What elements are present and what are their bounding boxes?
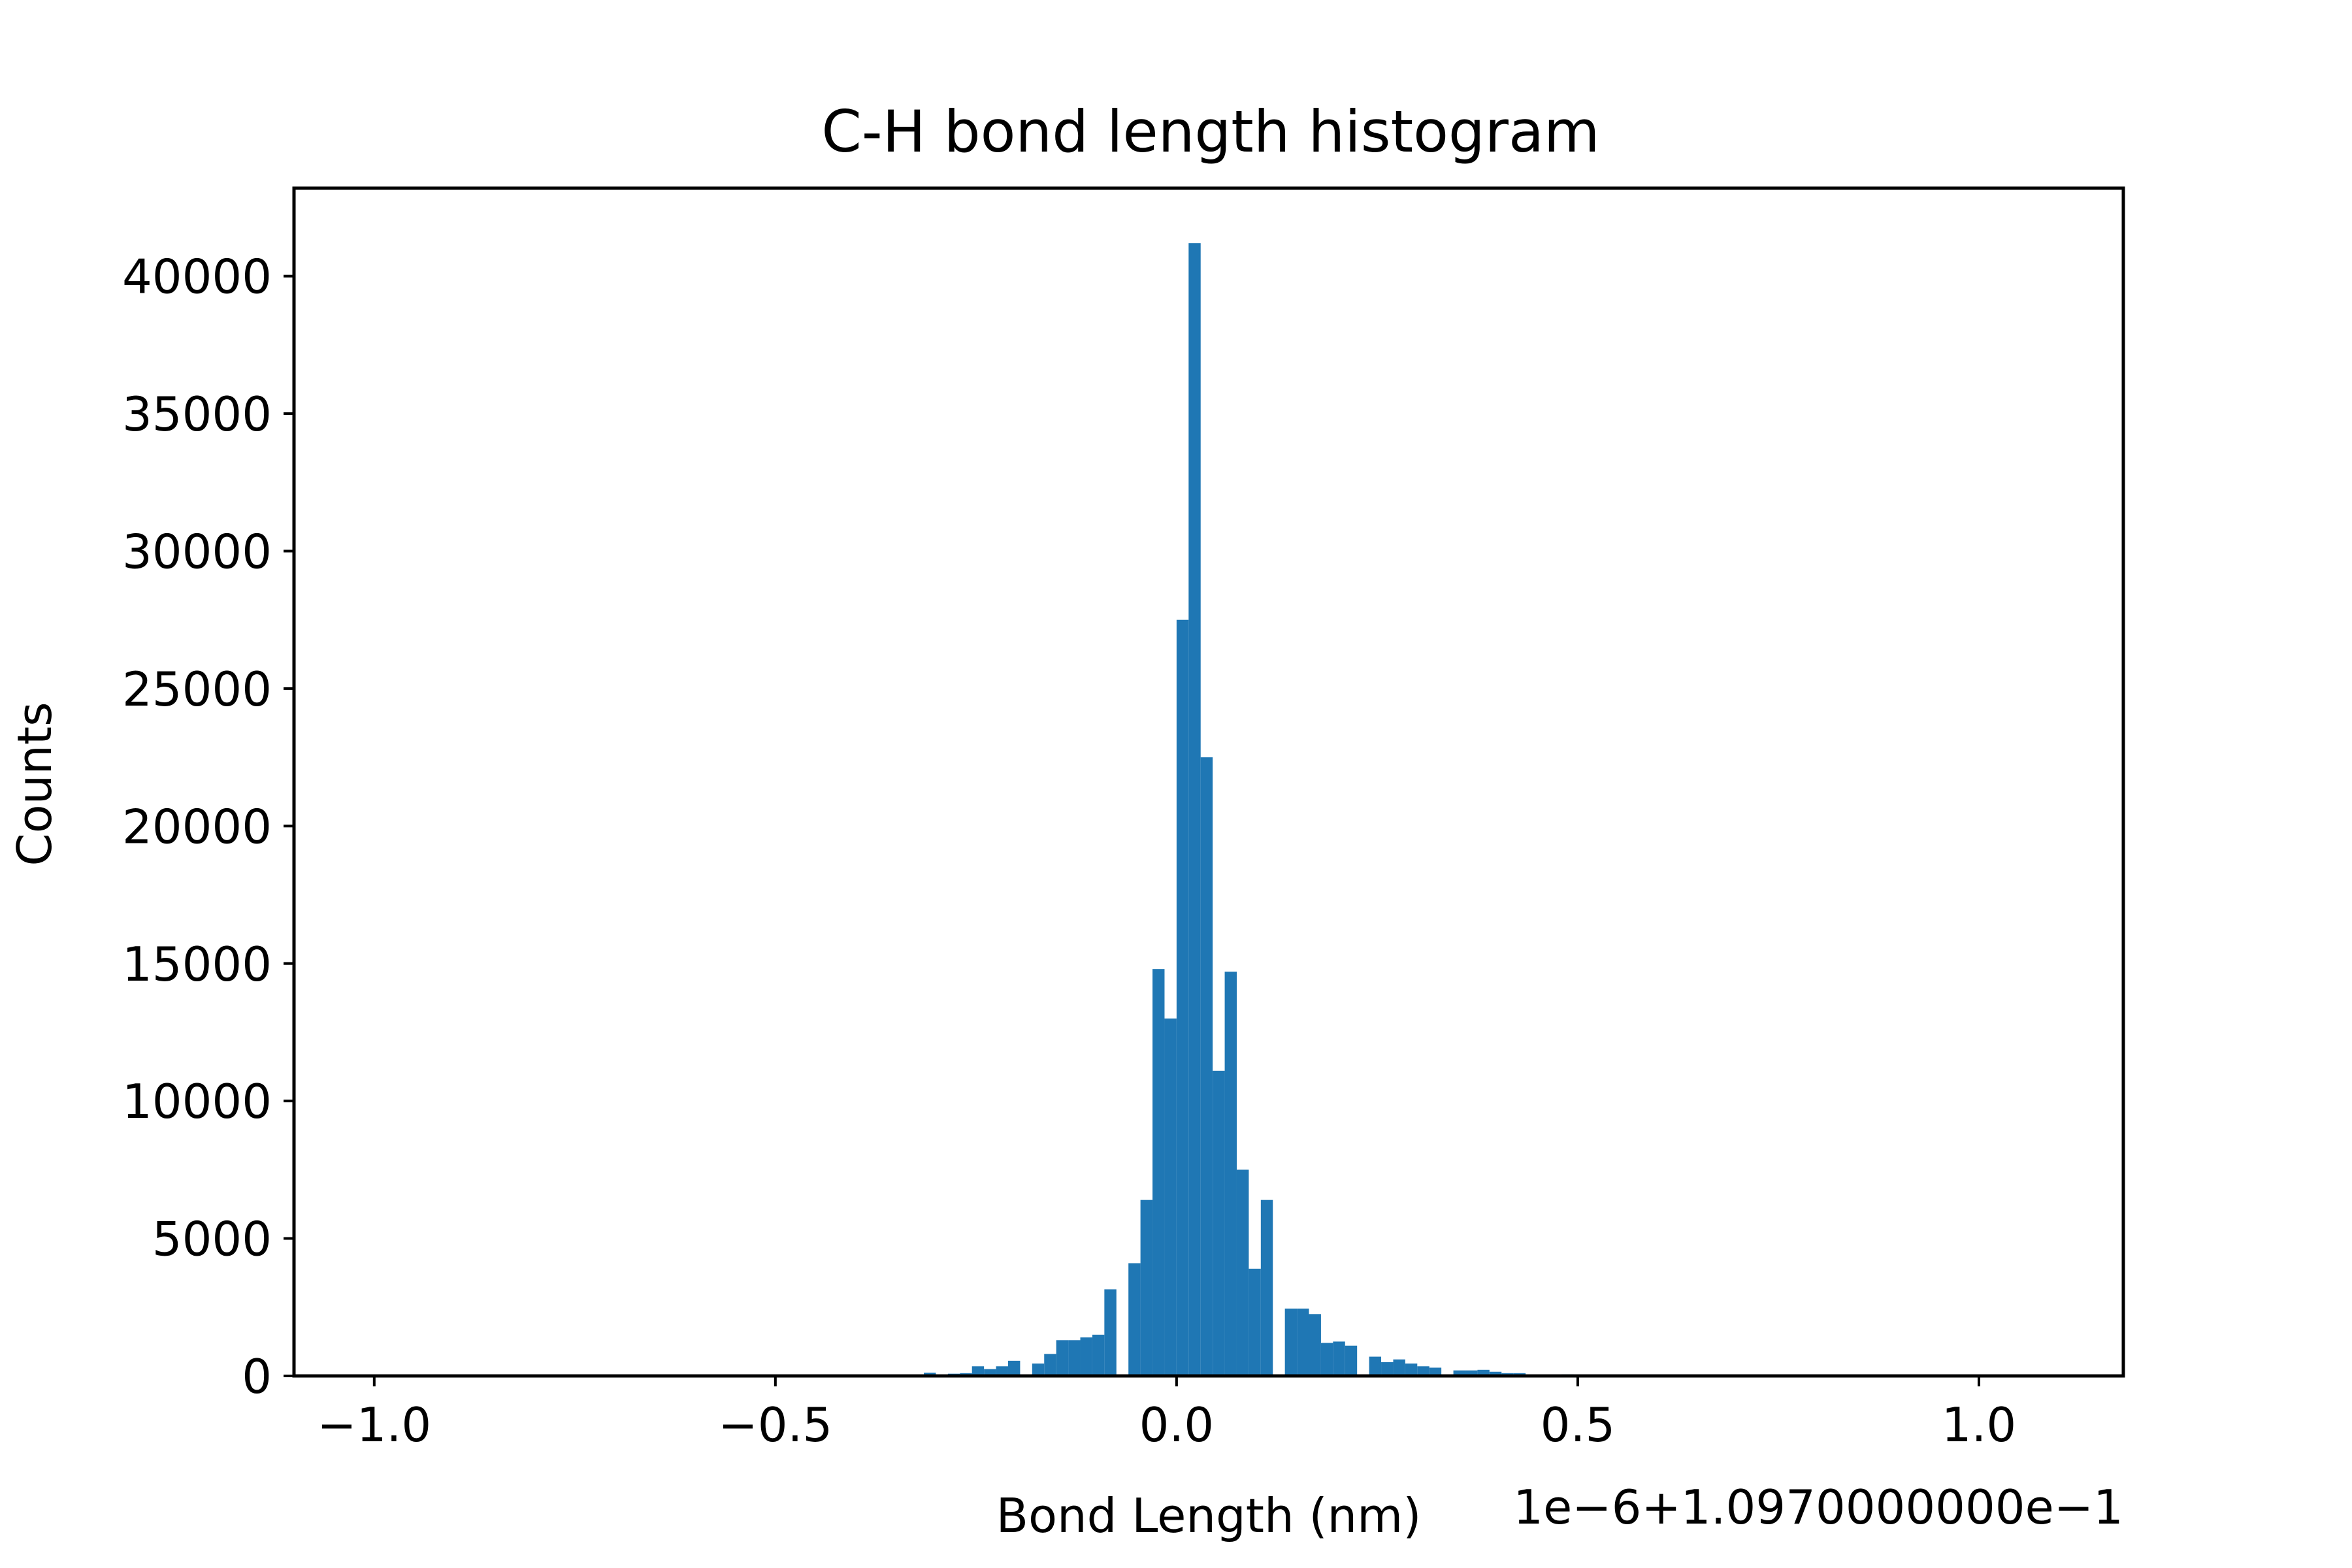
y-axis-label: Counts bbox=[7, 702, 62, 866]
histogram-bar bbox=[1092, 1334, 1105, 1377]
histogram-bar bbox=[1284, 1308, 1298, 1376]
x-tick-label: −0.5 bbox=[718, 1397, 832, 1452]
histogram-bar bbox=[1044, 1354, 1056, 1376]
histogram-bar bbox=[1345, 1345, 1358, 1376]
histogram-bar bbox=[984, 1369, 996, 1376]
x-axis-offset-text: 1e−6+1.0970000000e−1 bbox=[1513, 1480, 2123, 1535]
histogram-bar bbox=[972, 1366, 985, 1376]
histogram-bar bbox=[1140, 1200, 1153, 1376]
histogram-bar bbox=[1164, 1018, 1177, 1376]
histogram-bar bbox=[1007, 1360, 1021, 1376]
histogram-bar bbox=[1104, 1289, 1117, 1376]
x-axis-label: Bond Length (nm) bbox=[996, 1488, 1422, 1543]
histogram-bar bbox=[1200, 757, 1213, 1377]
histogram-bar bbox=[1405, 1364, 1418, 1376]
histogram-bar bbox=[924, 1372, 936, 1376]
histogram-bar bbox=[1489, 1371, 1502, 1376]
histogram-bar bbox=[1176, 619, 1189, 1377]
y-tick-label: 5000 bbox=[152, 1212, 272, 1267]
histogram-bar bbox=[1236, 1169, 1249, 1377]
histogram-bar bbox=[1224, 972, 1237, 1377]
histogram-bar bbox=[1032, 1364, 1045, 1376]
histogram-bar bbox=[1320, 1343, 1333, 1376]
histogram-bar bbox=[996, 1366, 1008, 1376]
x-tick-label: 0.5 bbox=[1541, 1397, 1616, 1452]
histogram-bar bbox=[1465, 1370, 1478, 1376]
histogram-bar bbox=[1309, 1314, 1321, 1376]
histogram-bar bbox=[1333, 1341, 1345, 1376]
histogram-bar bbox=[1128, 1263, 1141, 1376]
x-tick-label: −1.0 bbox=[317, 1397, 431, 1452]
histogram-bar bbox=[1213, 1070, 1225, 1377]
histogram-bar bbox=[1152, 969, 1165, 1376]
x-axis-ticks: −1.0 −0.5 0.0 0.5 1.0 bbox=[317, 1376, 2016, 1452]
histogram-bar bbox=[1429, 1367, 1442, 1377]
y-tick-label: 30000 bbox=[122, 525, 272, 580]
y-tick-label: 25000 bbox=[122, 662, 272, 717]
y-tick-label: 35000 bbox=[122, 387, 272, 442]
histogram-bar bbox=[1188, 243, 1201, 1376]
y-tick-label: 20000 bbox=[122, 799, 272, 854]
x-tick-label: 1.0 bbox=[1942, 1397, 2017, 1452]
histogram-bar bbox=[1453, 1370, 1465, 1376]
histogram-bar bbox=[1080, 1337, 1092, 1376]
y-tick-label: 15000 bbox=[122, 937, 272, 992]
histogram-bar bbox=[1297, 1308, 1309, 1376]
x-tick-label: 0.0 bbox=[1139, 1397, 1215, 1452]
y-axis-ticks: 0 5000 10000 15000 20000 25000 30000 35000 40000 bbox=[122, 250, 294, 1404]
chart-title: C-H bond length histogram bbox=[821, 98, 1599, 165]
y-tick-label: 40000 bbox=[122, 250, 272, 304]
y-tick-label: 10000 bbox=[122, 1074, 272, 1129]
histogram-bar bbox=[1260, 1200, 1273, 1376]
histogram-bar bbox=[1393, 1359, 1405, 1376]
plot-frame bbox=[292, 186, 2125, 1378]
histogram-bar bbox=[1369, 1356, 1382, 1376]
histogram-bar bbox=[1477, 1369, 1490, 1376]
histogram-bar bbox=[1056, 1340, 1069, 1376]
histogram-bars bbox=[924, 243, 1586, 1377]
histogram-bar bbox=[1068, 1340, 1081, 1376]
histogram-bar bbox=[1417, 1366, 1429, 1376]
histogram-bar bbox=[1249, 1268, 1261, 1377]
histogram-bar bbox=[1381, 1362, 1394, 1376]
y-tick-label: 0 bbox=[242, 1349, 272, 1404]
